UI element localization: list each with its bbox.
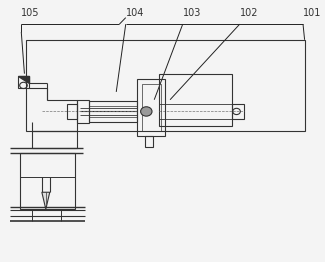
Bar [145, 136, 153, 147]
Bar [20, 153, 75, 209]
Bar [159, 74, 232, 126]
Bar [32, 131, 77, 148]
Bar [89, 101, 137, 122]
Bar [26, 40, 305, 131]
Text: 101: 101 [303, 8, 321, 18]
Bar [77, 100, 89, 123]
Text: 103: 103 [183, 8, 201, 18]
Bar [67, 104, 77, 119]
Circle shape [141, 107, 152, 116]
Bar [137, 79, 165, 136]
Bar [142, 84, 161, 131]
Polygon shape [18, 76, 29, 83]
Bar [18, 76, 29, 88]
Polygon shape [42, 192, 50, 209]
Bar [232, 104, 244, 119]
Text: 104: 104 [126, 8, 144, 18]
Text: 102: 102 [240, 8, 258, 18]
Text: 105: 105 [21, 8, 40, 18]
